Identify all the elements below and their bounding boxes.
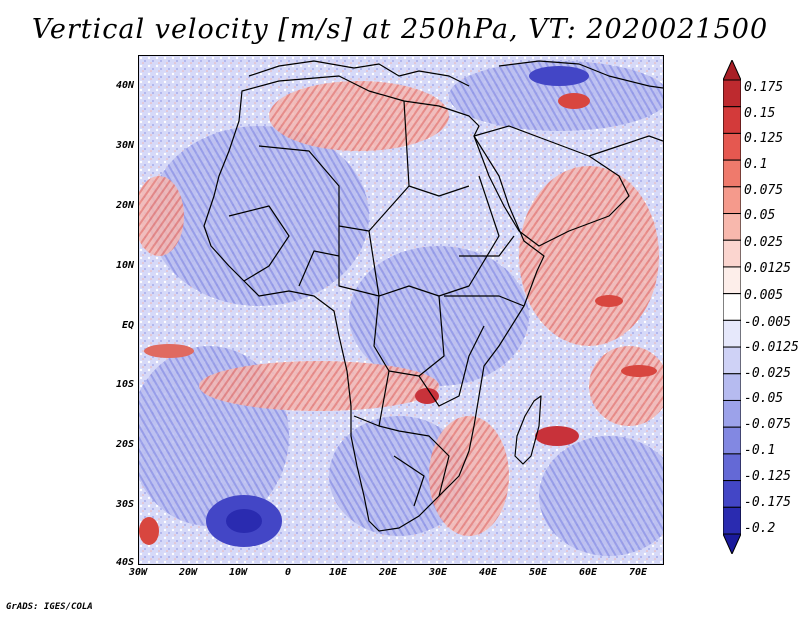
y-tick-label: 30S [115,499,134,510]
colorbar-segment [723,239,741,268]
positive-velocity-regions [139,81,663,536]
y-tick-label: 30N [115,140,134,151]
y-tick-label: 10N [115,260,134,271]
colorbar-segment [723,213,741,241]
colorbar-segment [723,453,741,482]
coastlines-and-borders [203,60,663,532]
colorbar-label: -0.05 [744,391,784,406]
colorbar-segment [723,480,741,508]
x-tick-label: 30W [128,567,148,578]
x-tick-label: 40E [478,567,498,578]
colorbar-label: -0.175 [744,495,791,510]
colorbar-segment [723,293,741,321]
colorbar-segment [723,533,741,554]
vertical-velocity-map [139,56,663,564]
colorbar-segment [723,373,741,401]
colorbar-label: -0.075 [744,417,791,432]
x-tick-label: 30E [428,567,448,578]
colorbar-label: 0.175 [744,80,784,95]
colorbar-label: -0.0125 [744,340,799,355]
negative-velocity-regions [139,61,663,556]
colorbar-segment [723,186,741,215]
colorbar-segment [723,132,741,161]
colorbar [723,60,741,554]
x-tick-label: 10W [228,567,248,578]
colorbar-segment [723,60,741,81]
colorbar-label: -0.1 [744,443,776,458]
colorbar-segment [723,106,741,134]
x-tick-label: 60E [578,567,598,578]
strong-velocity-features [139,66,657,547]
y-tick-label: 20N [115,200,134,211]
colorbar-label: -0.025 [744,366,791,381]
x-tick-label: 10E [328,567,348,578]
colorbar-label: -0.2 [744,521,776,536]
colorbar-segment [723,426,741,455]
y-tick-label: 10S [115,379,134,390]
x-tick-label: 0 [284,567,292,578]
colorbar-label: 0.15 [744,106,776,121]
x-tick-label: 20W [178,567,198,578]
credit-text: GrADS: IGES/COLA [6,602,93,612]
colorbar-label: -0.125 [744,469,791,484]
colorbar-label: 0.075 [744,183,784,198]
y-tick-label: EQ [121,320,134,331]
x-tick-label: 50E [528,567,548,578]
colorbar-segment [723,506,741,535]
colorbar-label: 0.005 [744,288,784,303]
colorbar-segment [723,159,741,188]
colorbar-label: 0.1 [744,157,768,172]
colorbar-segment [723,399,741,428]
colorbar-segment [723,266,741,295]
chart-title: Vertical velocity [m/s] at 250hPa, VT: 2… [31,14,769,45]
colorbar-label: -0.005 [744,315,791,330]
colorbar-label: 0.125 [744,131,784,146]
x-tick-label: 70E [628,567,648,578]
colorbar-label: 0.0125 [744,261,791,276]
colorbar-label: 0.025 [744,235,784,250]
y-tick-label: 20S [115,439,134,450]
y-tick-label: 40S [115,557,134,568]
map-plot-area [138,55,664,565]
colorbar-segment [723,79,741,108]
colorbar-segment [723,346,741,375]
x-tick-label: 20E [378,567,398,578]
colorbar-label: 0.05 [744,208,776,223]
y-tick-label: 40N [115,80,134,91]
colorbar-segment [723,319,741,348]
